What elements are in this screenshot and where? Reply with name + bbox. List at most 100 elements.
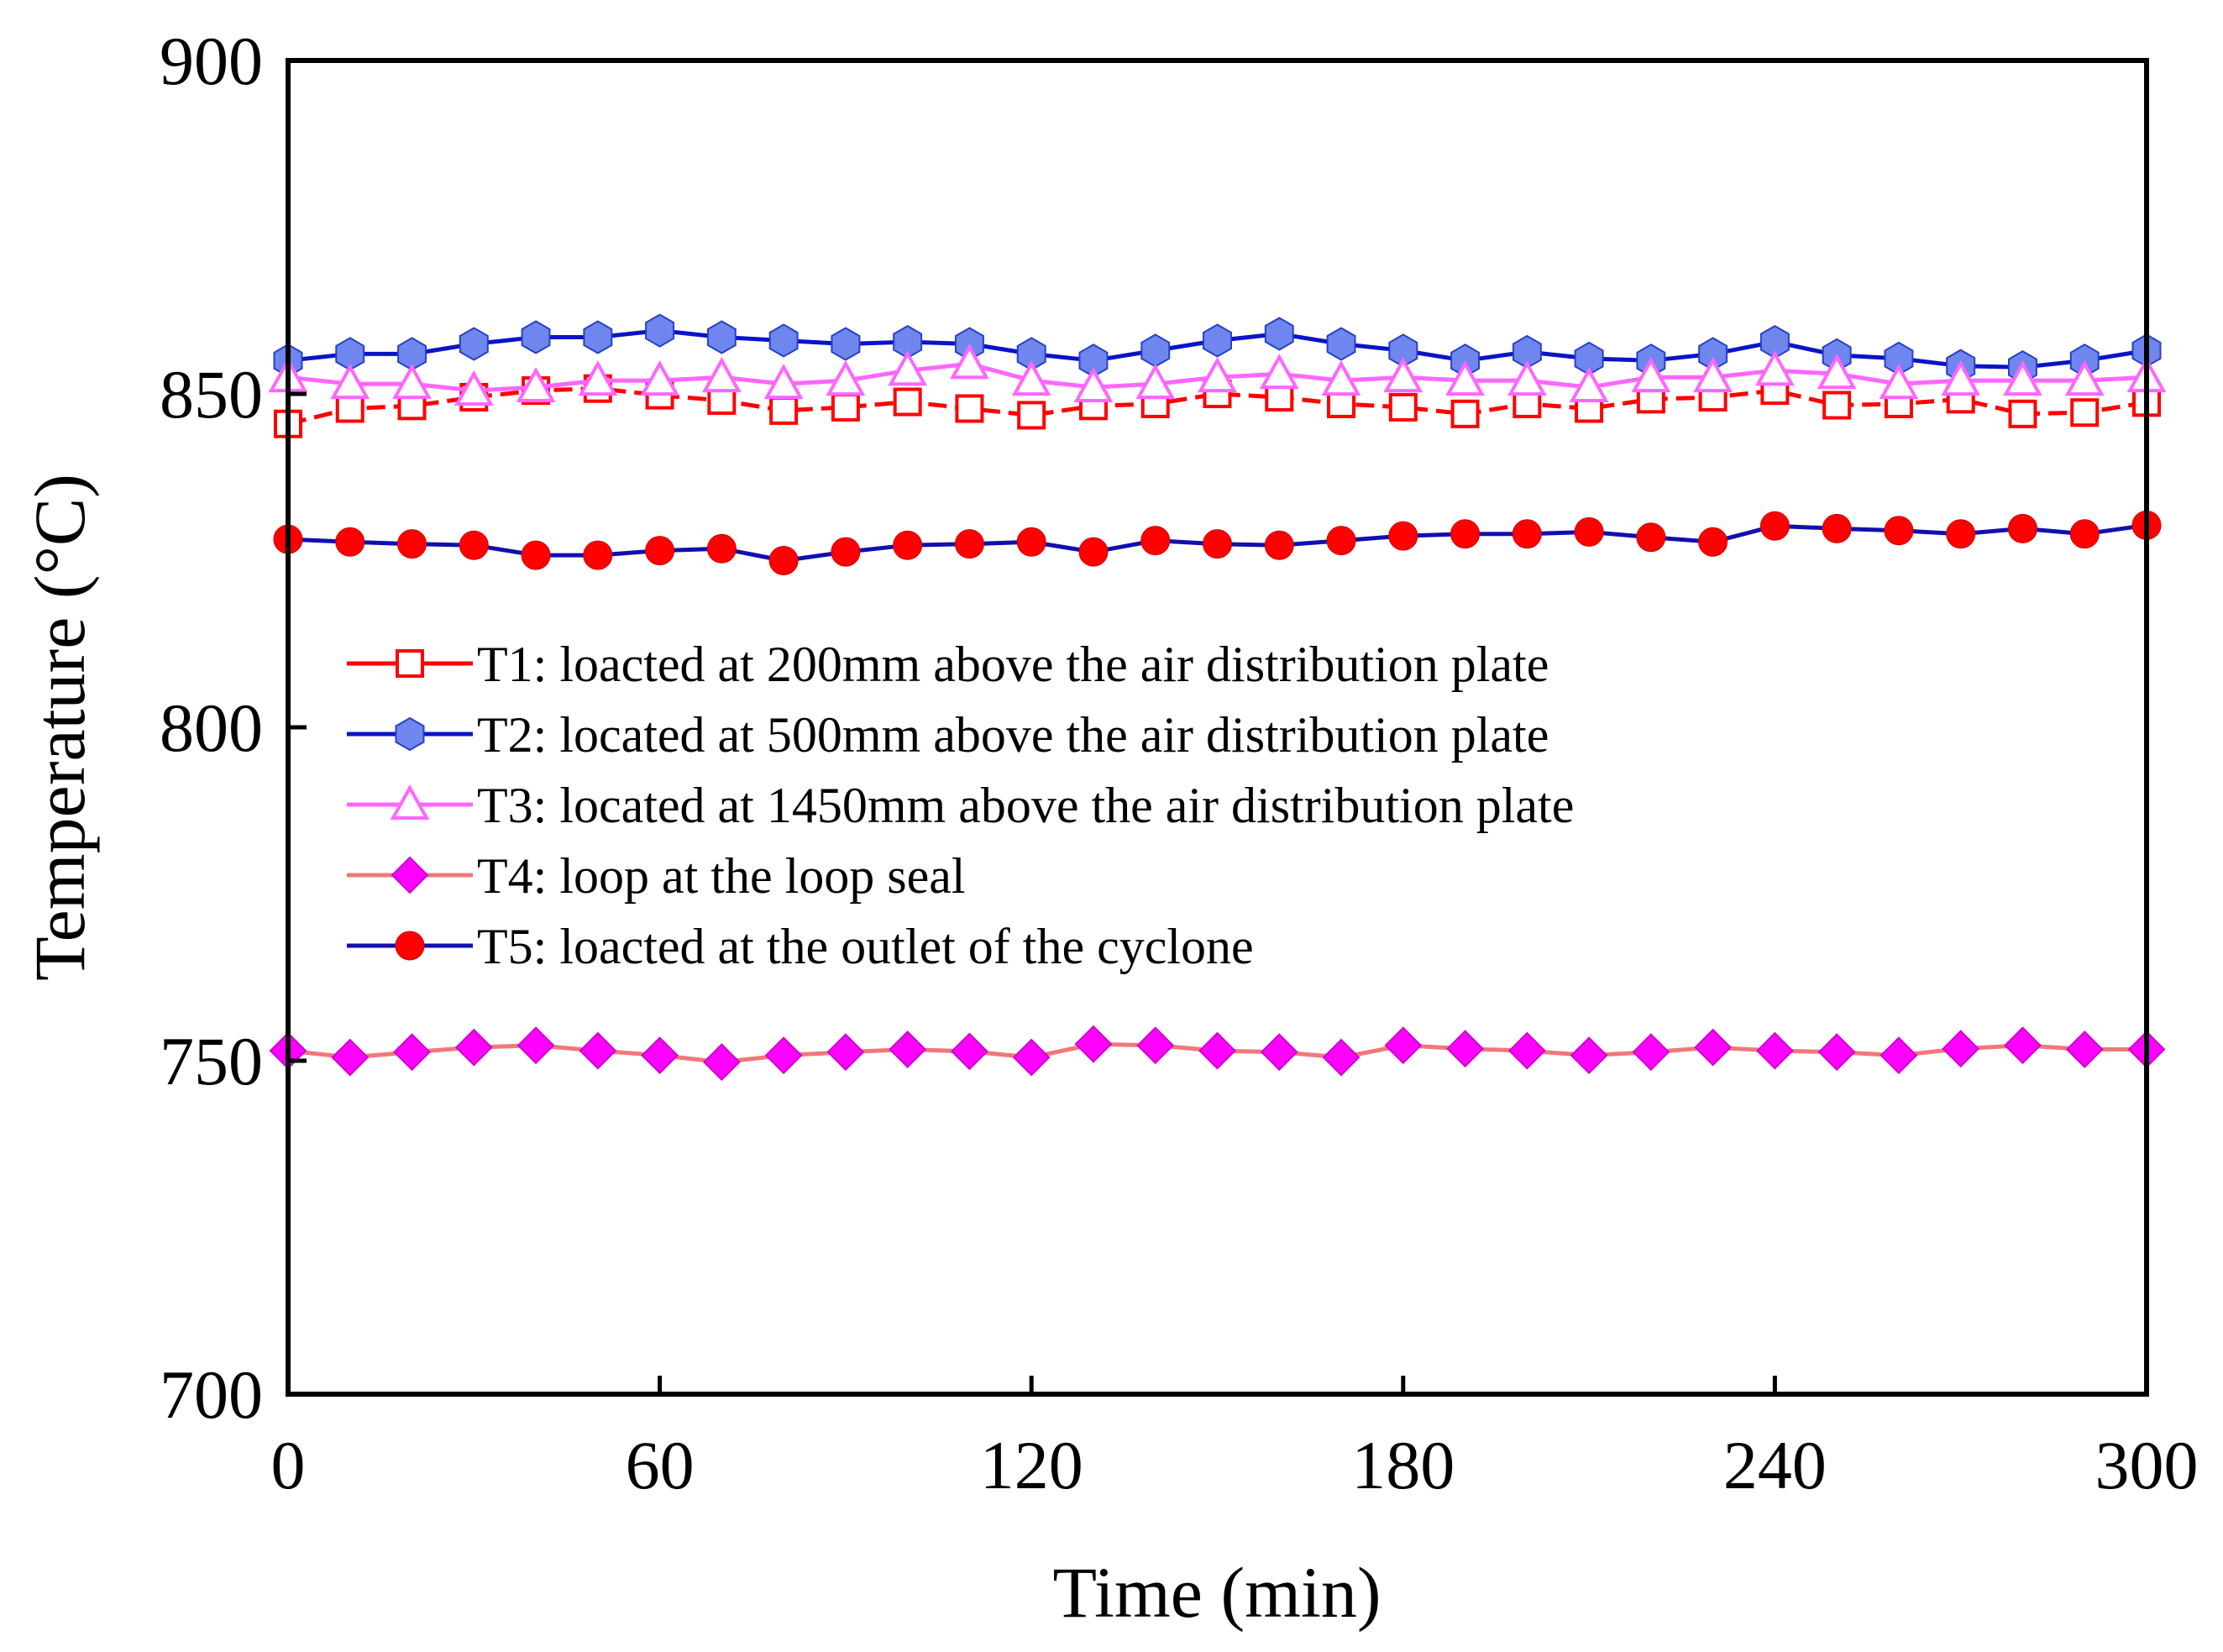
series-4-point bbox=[1260, 1033, 1298, 1072]
y-tick-label: 800 bbox=[160, 690, 263, 766]
series-4-point bbox=[951, 1032, 988, 1071]
series-3-point bbox=[1073, 366, 1114, 403]
series-5-point bbox=[645, 536, 675, 566]
legend-item-1: T1: loacted at 200mm above the air distr… bbox=[347, 637, 1549, 692]
series-5-point bbox=[954, 529, 984, 559]
legend: T1: loacted at 200mm above the air distr… bbox=[347, 637, 1574, 974]
series-1-point bbox=[1388, 392, 1418, 422]
series-3-point bbox=[1259, 354, 1299, 390]
y-tick-label: 700 bbox=[160, 1356, 263, 1433]
series-4-point bbox=[2004, 1026, 2042, 1065]
series-3-point bbox=[950, 344, 989, 380]
series-1-point bbox=[831, 392, 860, 422]
series-3-point bbox=[1755, 350, 1795, 386]
series-3-point bbox=[1879, 363, 1919, 400]
series-3-point bbox=[888, 350, 928, 386]
series-1-point bbox=[2070, 398, 2100, 427]
series-4-point bbox=[1322, 1038, 1361, 1077]
y-axis-title: Temperature (°C) bbox=[19, 474, 100, 981]
series-3-point bbox=[1569, 366, 1609, 403]
series-4-point bbox=[641, 1036, 679, 1075]
series-4-point bbox=[826, 1033, 865, 1072]
series-5-point bbox=[1759, 511, 1790, 541]
series-5-point bbox=[768, 546, 799, 575]
series-3-point bbox=[763, 363, 804, 400]
series-4-point bbox=[1880, 1036, 1918, 1075]
series-1-point bbox=[1450, 399, 1480, 428]
series-3-point bbox=[578, 360, 618, 396]
series-5-point bbox=[2007, 513, 2037, 543]
series-5-point bbox=[1078, 537, 1109, 567]
series-5-point bbox=[1388, 521, 1418, 551]
series-5-point bbox=[1636, 522, 1666, 553]
series-5-point bbox=[1203, 529, 1232, 559]
series-3-point bbox=[2064, 360, 2105, 396]
series-4-point bbox=[1694, 1028, 1733, 1067]
series-3-point bbox=[826, 360, 866, 396]
series-2-point bbox=[1203, 323, 1232, 358]
legend-item-5: T5: loacted at the outlet of the cyclone bbox=[347, 919, 1254, 974]
series-2-point bbox=[645, 313, 675, 348]
series-4-point bbox=[1817, 1033, 1856, 1072]
legend-swatch-marker bbox=[391, 856, 429, 894]
series-5-point bbox=[521, 540, 551, 570]
series-3-point bbox=[1198, 357, 1237, 393]
series-4-point bbox=[1507, 1031, 1546, 1070]
series-5-point bbox=[1016, 527, 1046, 557]
series-5-point bbox=[706, 533, 737, 564]
series-5-point bbox=[1698, 527, 1728, 557]
series-4-point bbox=[579, 1031, 617, 1070]
series-4-point bbox=[889, 1031, 927, 1068]
series-3-point bbox=[1507, 360, 1547, 396]
series-5-point bbox=[1822, 513, 1852, 543]
x-tick-label: 300 bbox=[2095, 1427, 2199, 1503]
legend-label: T4: loop at the loop seal bbox=[477, 848, 966, 904]
series-5-point bbox=[459, 530, 489, 560]
series-2-point bbox=[521, 320, 551, 354]
series-1-point bbox=[769, 396, 799, 425]
legend-label: T5: loacted at the outlet of the cyclone bbox=[477, 919, 1254, 974]
series-4-point bbox=[702, 1043, 741, 1082]
series-3-point bbox=[330, 363, 370, 400]
series-5-point bbox=[1326, 526, 1356, 556]
series-3-point bbox=[1631, 357, 1671, 393]
series-4-point bbox=[1570, 1036, 1608, 1075]
legend-label: T1: loacted at 200mm above the air distr… bbox=[477, 637, 1549, 692]
series-3-point bbox=[1941, 360, 1981, 396]
series-3-point bbox=[1693, 357, 1733, 393]
series-1-point bbox=[955, 394, 984, 423]
series-3-point bbox=[1445, 360, 1485, 396]
series-5-point bbox=[1264, 530, 1294, 560]
legend-item-3: T3: located at 1450mm above the air dist… bbox=[347, 778, 1574, 833]
series-5-point bbox=[1140, 526, 1171, 556]
series-2-point bbox=[831, 327, 861, 361]
legend-swatch-marker bbox=[395, 716, 425, 752]
series-4-point bbox=[331, 1038, 370, 1077]
series-5-point bbox=[1884, 516, 1914, 546]
series-1-point bbox=[335, 394, 364, 423]
series-2-point bbox=[1140, 333, 1171, 368]
series-4-point bbox=[1198, 1031, 1236, 1070]
x-tick-label: 120 bbox=[980, 1427, 1083, 1503]
series-2-point bbox=[583, 320, 613, 354]
series-4-point bbox=[393, 1033, 431, 1072]
series-5-point bbox=[1512, 519, 1542, 549]
series-5-point bbox=[397, 529, 427, 559]
series-2-point bbox=[459, 327, 489, 361]
series-3-point bbox=[701, 357, 742, 393]
series-5-point bbox=[1946, 519, 1976, 549]
series-5-point bbox=[1450, 519, 1481, 549]
series-4-point bbox=[454, 1028, 493, 1067]
legend-label: T2: located at 500mm above the air distr… bbox=[477, 707, 1549, 763]
series-1-point bbox=[1822, 391, 1852, 420]
series-2 bbox=[273, 313, 2162, 385]
legend-label: T3: located at 1450mm above the air dist… bbox=[477, 778, 1574, 833]
legend-swatch-marker bbox=[390, 784, 430, 820]
series-4-point bbox=[1942, 1030, 1980, 1068]
series-3-point bbox=[454, 370, 494, 406]
series-4-point bbox=[1632, 1033, 1670, 1072]
legend-item-4: T4: loop at the loop seal bbox=[347, 848, 966, 904]
y-tick-label: 850 bbox=[160, 356, 263, 433]
series-4-point bbox=[1012, 1038, 1051, 1077]
